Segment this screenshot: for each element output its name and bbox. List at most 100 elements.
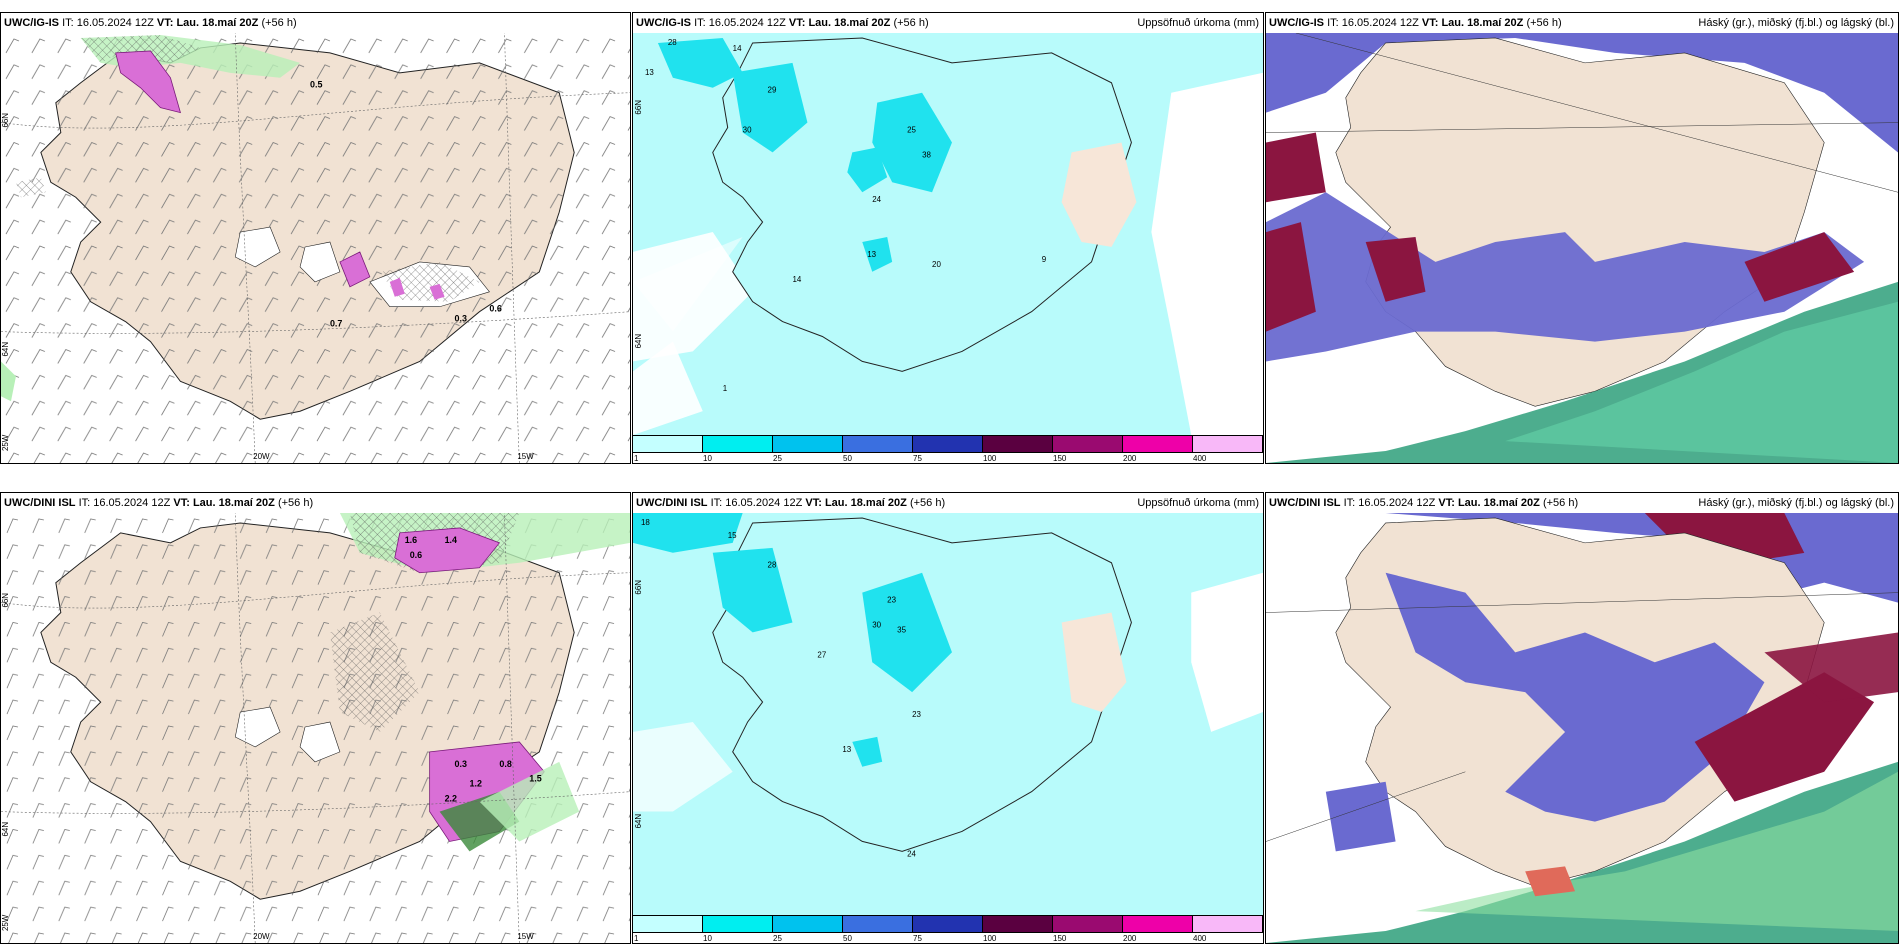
legend-swatch (1053, 916, 1123, 932)
precip-legend: 1 10 25 50 75 100 150 200 400 (633, 435, 1263, 463)
panel-header: UWC/DINI ISL IT: 16.05.2024 12Z VT: Lau.… (633, 493, 1263, 513)
lon-label: 20W (253, 932, 270, 941)
wind-label: 0.6 (489, 304, 501, 314)
model-name: UWC/IG-IS (1269, 17, 1324, 29)
legend-swatch (913, 916, 983, 932)
wind-label: 0.3 (455, 759, 467, 769)
precip-value: 14 (733, 44, 742, 53)
wind-label: 0.5 (310, 80, 322, 90)
vt-label: VT: (788, 17, 806, 29)
model-name: UWC/DINI ISL (636, 497, 708, 509)
cloud-panel-bottom: UWC/DINI ISL IT: 16.05.2024 12Z VT: Lau.… (1265, 492, 1899, 944)
lat-label: 64N (1, 822, 10, 837)
wind-label: 0.8 (499, 759, 511, 769)
lat-label: 64N (634, 814, 643, 829)
lat-label: 66N (1, 113, 10, 128)
map-area (1266, 33, 1898, 463)
legend-tick: 150 (1053, 934, 1067, 943)
it-value: 16.05.2024 12Z (708, 17, 786, 29)
legend-tick: 100 (983, 934, 997, 943)
legend-tick: 50 (843, 934, 852, 943)
wind-snow-map: 1.6 1.4 0.6 0.3 1.5 2.2 1.2 0.8 20W 15W … (1, 513, 630, 943)
precip-value: 38 (922, 150, 931, 159)
lat-label: 64N (1, 342, 10, 357)
vt-value: Lau. 18.maí 20Z (808, 17, 891, 29)
lead-time: (+56 h) (1542, 497, 1579, 509)
legend-swatch (1123, 916, 1193, 932)
precip-value: 24 (872, 195, 881, 204)
precip-value: 28 (768, 561, 777, 570)
precip-value: 23 (887, 596, 896, 605)
model-name: UWC/DINI ISL (4, 497, 76, 509)
lat-label: 66N (634, 100, 643, 115)
lead-time: (+56 h) (261, 17, 297, 29)
panel-header: UWC/IG-IS IT: 16.05.2024 12Z VT: Lau. 18… (633, 13, 1263, 33)
precip-value: 9 (1042, 255, 1047, 264)
legend-tick: 25 (773, 934, 782, 943)
wind-label: 0.7 (330, 319, 342, 329)
model-name: UWC/IG-IS (636, 17, 691, 29)
legend-tick: 10 (703, 934, 712, 943)
legend-tick: 75 (913, 934, 922, 943)
it-value: 16.05.2024 12Z (76, 17, 154, 29)
vt-label: VT: (805, 497, 822, 509)
vt-label: VT: (156, 17, 174, 29)
vt-value: Lau. 18.maí 20Z (176, 17, 259, 29)
legend-swatch (1193, 916, 1263, 932)
precip-legend: 1 10 25 50 75 100 150 200 400 (633, 915, 1263, 943)
cloud-map (1266, 513, 1898, 943)
precip-value: 13 (867, 250, 876, 259)
wind-label: 1.6 (405, 535, 417, 545)
precip-value: 15 (728, 531, 737, 540)
map-area: 13 28 14 29 30 25 38 24 20 13 14 9 1 66N… (633, 33, 1263, 435)
vt-value: Lau. 18.maí 20Z (1457, 497, 1540, 509)
wind-label: 0.6 (410, 550, 422, 560)
legend-swatch (633, 436, 703, 452)
wind-label: 2.2 (445, 794, 457, 804)
legend-swatch (633, 916, 703, 932)
map-area: 0.5 0.6 0.7 0.3 20W 15W 66N 64N 25W (1, 33, 630, 463)
precip-value: 28 (668, 38, 677, 47)
legend-swatch (773, 436, 843, 452)
legend-tick: 1 (634, 454, 639, 463)
legend-swatch (843, 916, 913, 932)
precip-value: 13 (842, 745, 851, 754)
panel-header: UWC/IG-IS IT: 16.05.2024 12Z VT: Lau. 18… (1266, 13, 1898, 33)
legend-swatch (1053, 436, 1123, 452)
it-label: IT: (1343, 497, 1356, 509)
cloud-map (1266, 33, 1898, 463)
precip-value: 1 (723, 384, 728, 393)
it-value: 16.05.2024 12Z (1341, 17, 1419, 29)
wind-snow-map: 0.5 0.6 0.7 0.3 20W 15W 66N 64N 25W (1, 33, 630, 463)
cloud-panel-top: UWC/IG-IS IT: 16.05.2024 12Z VT: Lau. 18… (1265, 12, 1899, 464)
precip-panel-top: UWC/IG-IS IT: 16.05.2024 12Z VT: Lau. 18… (632, 12, 1264, 464)
cloud-title: Háský (gr.), miðský (fj.bl.) og lágský (… (1698, 17, 1894, 29)
wind-label: 1.5 (529, 774, 541, 784)
lead-time: (+56 h) (277, 497, 314, 509)
precip-value: 23 (912, 710, 921, 719)
wind-label: 1.4 (445, 535, 457, 545)
precip-title: Uppsöfnuð úrkoma (mm) (1137, 497, 1259, 509)
legend-swatch (1123, 436, 1193, 452)
cloud-title: Háský (gr.), miðský (fj.bl.) og lágský (… (1698, 497, 1894, 509)
legend-tick: 75 (913, 454, 922, 463)
it-value: 16.05.2024 12Z (1358, 497, 1436, 509)
legend-swatch (983, 916, 1053, 932)
lon-label: 15W (517, 452, 534, 461)
lead-time: (+56 h) (893, 17, 929, 29)
legend-swatch (703, 916, 773, 932)
map-area: 1.6 1.4 0.6 0.3 1.5 2.2 1.2 0.8 20W 15W … (1, 513, 630, 943)
lat-label: 64N (634, 334, 643, 349)
wind-snow-panel-top: UWC/IG-IS IT: 16.05.2024 12Z VT: Lau. 18… (0, 12, 631, 464)
edge-lon-label: 25W (1, 434, 10, 451)
legend-tick: 1 (634, 934, 639, 943)
vt-value: Lau. 18.maí 20Z (824, 497, 907, 509)
legend-tick: 200 (1123, 934, 1137, 943)
legend-tick: 200 (1123, 454, 1137, 463)
map-area (1266, 513, 1898, 943)
precip-value: 18 (641, 518, 650, 527)
vt-value: Lau. 18.maí 20Z (192, 497, 275, 509)
it-label: IT: (62, 17, 74, 29)
it-label: IT: (694, 17, 706, 29)
legend-swatch (843, 436, 913, 452)
